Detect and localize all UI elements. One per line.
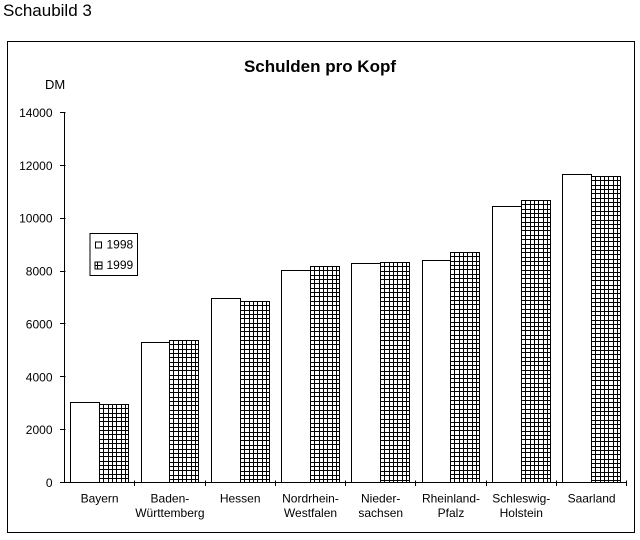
svg-text:Baden-: Baden- [151,492,190,506]
svg-text:Westfalen: Westfalen [284,506,337,520]
svg-text:14000: 14000 [19,106,53,120]
svg-text:Württemberg: Württemberg [135,506,204,520]
svg-text:8000: 8000 [26,265,53,279]
svg-text:1999: 1999 [107,258,134,272]
svg-text:Hessen: Hessen [220,492,261,506]
svg-text:Nieder-: Nieder- [361,492,400,506]
svg-text:Pfalz: Pfalz [438,506,465,520]
svg-text:Rheinland-: Rheinland- [422,492,480,506]
svg-text:1998: 1998 [107,238,134,252]
svg-text:0: 0 [46,476,53,490]
svg-text:6000: 6000 [26,317,53,331]
svg-text:Holstein: Holstein [500,506,543,520]
svg-text:Schulden pro Kopf: Schulden pro Kopf [244,57,396,76]
svg-text:Saarland: Saarland [568,492,616,506]
svg-text:Bayern: Bayern [81,492,119,506]
svg-text:2000: 2000 [26,423,53,437]
svg-text:10000: 10000 [19,212,53,226]
svg-text:Nordrhein-: Nordrhein- [282,492,339,506]
svg-text:Schaubild 3: Schaubild 3 [3,1,92,20]
svg-text:DM: DM [45,77,65,92]
svg-text:sachsen: sachsen [358,506,403,520]
svg-text:12000: 12000 [19,159,53,173]
svg-text:Schleswig-: Schleswig- [492,492,550,506]
svg-text:4000: 4000 [26,370,53,384]
